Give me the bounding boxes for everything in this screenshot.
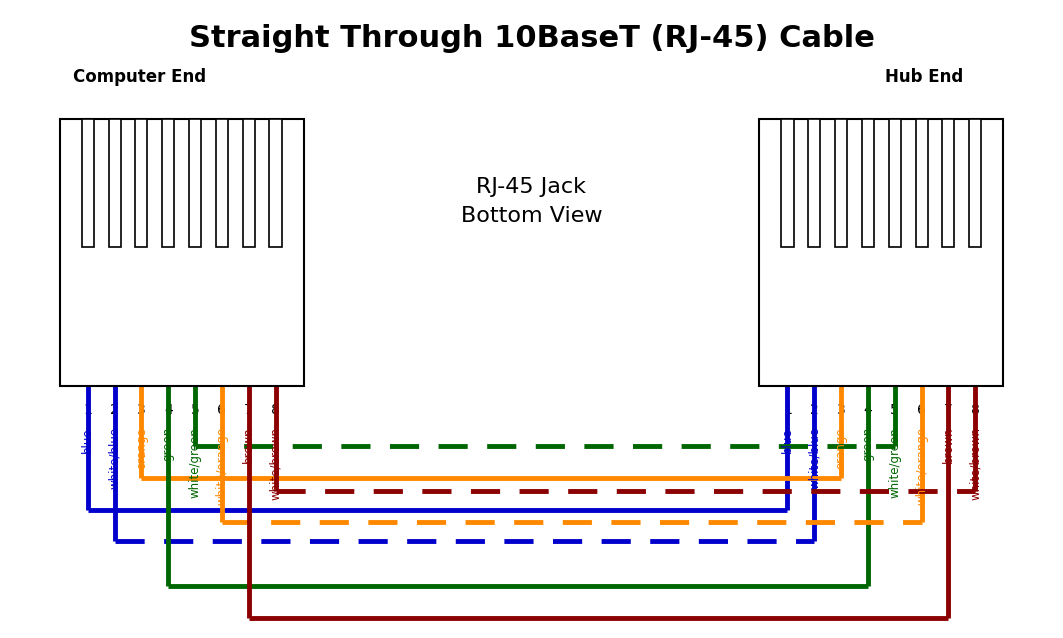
Bar bbox=[135, 119, 148, 247]
Text: white/blue: white/blue bbox=[108, 427, 121, 489]
Text: 8: 8 bbox=[271, 403, 280, 417]
Text: orange: orange bbox=[135, 427, 148, 469]
Bar bbox=[60, 119, 304, 386]
Text: white/green: white/green bbox=[889, 427, 901, 498]
Bar bbox=[808, 119, 821, 247]
Text: 6: 6 bbox=[218, 403, 226, 417]
Bar bbox=[889, 119, 900, 247]
Bar bbox=[969, 119, 981, 247]
Text: 4: 4 bbox=[164, 403, 172, 417]
Text: white/brown: white/brown bbox=[968, 427, 982, 500]
Text: 2: 2 bbox=[111, 403, 119, 417]
Text: 6: 6 bbox=[917, 403, 926, 417]
Bar bbox=[943, 119, 955, 247]
Text: 7: 7 bbox=[944, 403, 952, 417]
Text: 3: 3 bbox=[837, 403, 845, 417]
Bar bbox=[216, 119, 227, 247]
Text: RJ-45 Jack
Bottom View: RJ-45 Jack Bottom View bbox=[460, 177, 603, 226]
Text: orange: orange bbox=[834, 427, 847, 469]
Text: white/orange: white/orange bbox=[915, 427, 928, 505]
Text: Straight Through 10BaseT (RJ-45) Cable: Straight Through 10BaseT (RJ-45) Cable bbox=[188, 24, 875, 52]
Text: 8: 8 bbox=[971, 403, 980, 417]
Text: 7: 7 bbox=[244, 403, 253, 417]
Text: brown: brown bbox=[242, 427, 255, 463]
Text: white/brown: white/brown bbox=[269, 427, 282, 500]
Bar bbox=[189, 119, 201, 247]
Text: 1: 1 bbox=[83, 403, 92, 417]
Text: Computer End: Computer End bbox=[72, 68, 206, 86]
Text: 3: 3 bbox=[137, 403, 146, 417]
Text: 5: 5 bbox=[190, 403, 200, 417]
Text: 1: 1 bbox=[783, 403, 792, 417]
Text: green: green bbox=[162, 427, 174, 461]
Bar bbox=[242, 119, 255, 247]
Text: white/orange: white/orange bbox=[216, 427, 229, 505]
Bar bbox=[108, 119, 120, 247]
Bar bbox=[836, 119, 847, 247]
Text: blue: blue bbox=[81, 427, 95, 452]
Bar bbox=[270, 119, 282, 247]
Text: 5: 5 bbox=[891, 403, 899, 417]
Bar bbox=[915, 119, 928, 247]
Text: 2: 2 bbox=[810, 403, 819, 417]
Bar bbox=[862, 119, 874, 247]
Text: brown: brown bbox=[942, 427, 955, 463]
Text: blue: blue bbox=[781, 427, 794, 452]
Bar bbox=[163, 119, 174, 247]
Text: 4: 4 bbox=[863, 403, 873, 417]
Bar bbox=[781, 119, 793, 247]
Text: green: green bbox=[861, 427, 875, 461]
Text: white/green: white/green bbox=[188, 427, 202, 498]
Bar bbox=[759, 119, 1003, 386]
Text: white/blue: white/blue bbox=[808, 427, 821, 489]
Text: Hub End: Hub End bbox=[884, 68, 963, 86]
Bar bbox=[82, 119, 94, 247]
